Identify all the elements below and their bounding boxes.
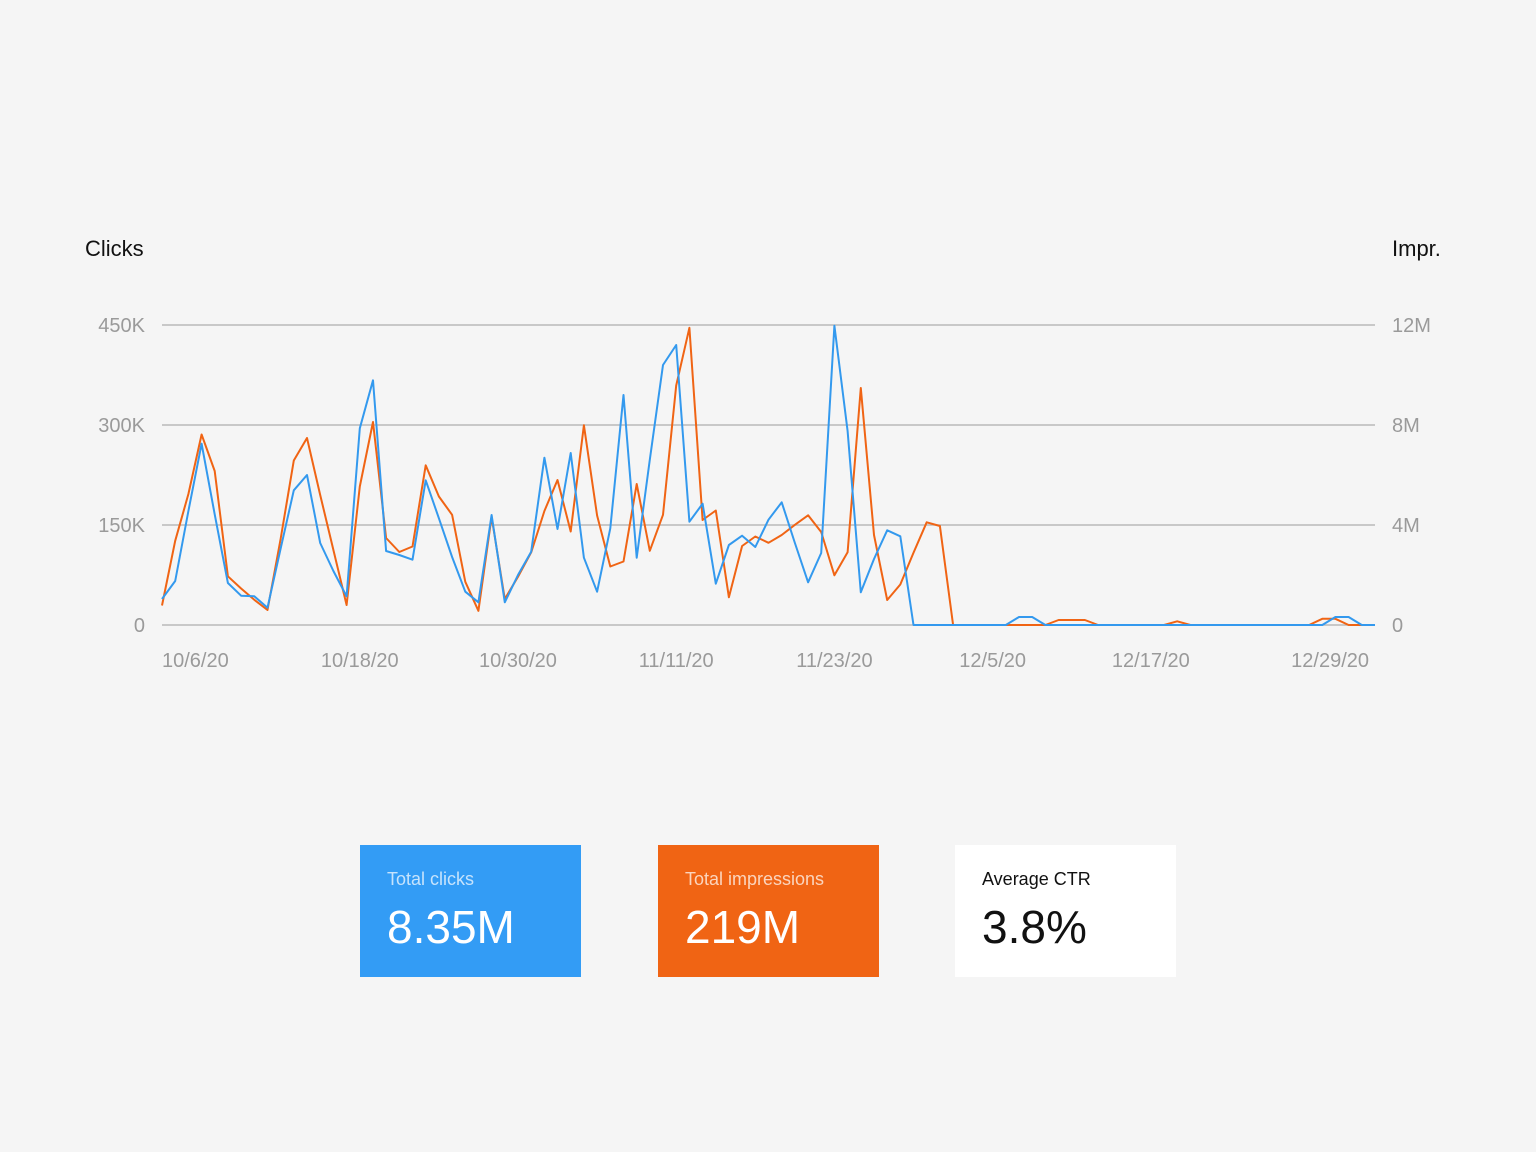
x-tick-label: 10/30/20 [479,650,557,672]
right-tick-label: 12M [1392,315,1431,337]
right-tick-label: 0 [1392,615,1403,637]
left-tick-label: 300K [98,415,145,437]
total-impressions-label: Total impressions [685,869,825,889]
total-clicks-label: Total clicks [387,869,475,889]
gridlines [162,324,1375,626]
performance-chart: Clicks Impr. 0 150K 300K 450K 0 4M 8M 12M 10/6… [85,236,1441,672]
right-tick-label: 8M [1392,415,1420,437]
left-tick-label: 450K [98,315,145,337]
x-tick-label: 11/11/20 [639,650,714,672]
right-axis-ticks: 0 4M 8M 12M [1392,315,1431,637]
average-ctr-value: 3.8% [982,901,1087,953]
total-clicks-card[interactable]: Total clicks 8.35M [360,845,581,977]
total-clicks-value: 8.35M [387,901,515,953]
total-impressions-value: 219M [685,901,801,953]
left-axis-title: Clicks [85,236,144,261]
impressions-line [161,326,1375,626]
x-tick-label: 10/6/20 [162,650,229,672]
x-tick-label: 12/29/20 [1291,650,1369,672]
left-tick-label: 150K [98,515,145,537]
left-axis-ticks: 0 150K 300K 450K [98,315,145,637]
average-ctr-card[interactable]: Average CTR 3.8% [955,845,1176,977]
total-impressions-card[interactable]: Total impressions 219M [658,845,879,977]
average-ctr-label: Average CTR [982,869,1091,889]
x-tick-label: 10/18/20 [321,650,399,672]
x-axis-ticks: 10/6/20 10/18/20 10/30/20 11/11/20 11/23/20 1… [162,650,1369,672]
series-lines [161,324,1375,626]
clicks-line [161,324,1375,626]
summary-cards: Total clicks 8.35M Total impressions 219… [360,845,1176,977]
right-tick-label: 4M [1392,515,1420,537]
x-tick-label: 11/23/20 [796,650,872,672]
left-tick-label: 0 [134,615,145,637]
x-tick-label: 12/5/20 [959,650,1026,672]
x-tick-label: 12/17/20 [1112,650,1190,672]
right-axis-title: Impr. [1392,236,1441,261]
